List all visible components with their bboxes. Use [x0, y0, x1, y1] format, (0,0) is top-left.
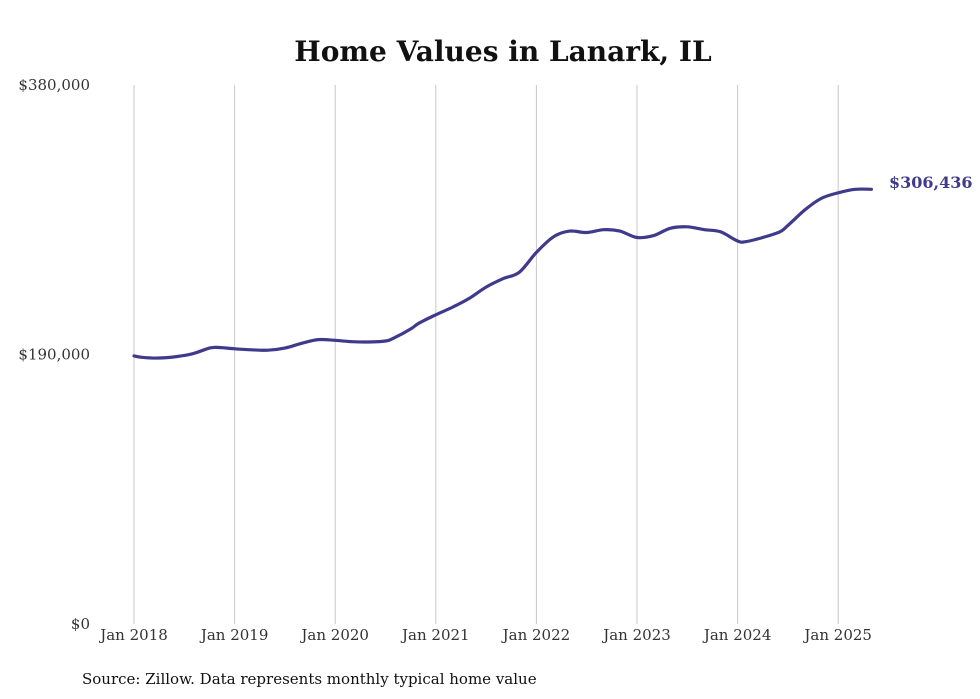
y-tick-label-2: $380,000	[18, 76, 90, 94]
x-tick-label-4: Jan 2022	[501, 626, 571, 644]
series-line-home-value	[132, 187, 873, 360]
y-tick-label-1: $190,000	[18, 346, 90, 364]
source-note: Source: Zillow. Data represents monthly …	[82, 670, 537, 688]
x-tick-label-0: Jan 2018	[98, 626, 168, 644]
y-tick-label-0: $0	[71, 615, 90, 633]
x-axis-tick-labels: Jan 2018 Jan 2019 Jan 2020 Jan 2021 Jan 2022…	[98, 626, 872, 644]
x-tick-label-3: Jan 2021	[400, 626, 470, 644]
vertical-gridlines	[133, 85, 839, 624]
chart-title: Home Values in Lanark, IL	[294, 35, 712, 68]
x-tick-label-1: Jan 2019	[199, 626, 269, 644]
end-value-label: $306,436	[889, 173, 973, 192]
x-tick-label-7: Jan 2025	[802, 626, 872, 644]
x-tick-label-5: Jan 2023	[601, 626, 671, 644]
x-tick-label-2: Jan 2020	[299, 626, 369, 644]
y-axis-tick-labels: $0 $190,000 $380,000	[18, 76, 90, 633]
x-tick-label-6: Jan 2024	[702, 626, 772, 644]
